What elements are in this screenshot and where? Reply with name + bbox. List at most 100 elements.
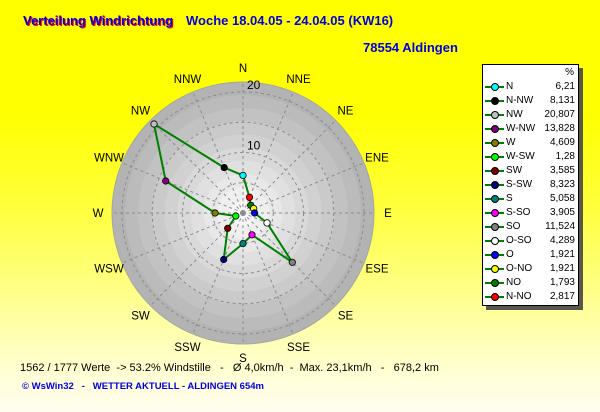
radial-tick-label: 10 — [247, 139, 261, 153]
legend-percent-value: 6,21 — [555, 81, 575, 92]
direction-label: NNW — [174, 74, 202, 86]
legend-percent-value: 4,609 — [549, 137, 575, 148]
legend-row: S-SO 3,905 — [485, 206, 576, 220]
direction-label: ESE — [365, 264, 388, 276]
grid-circle — [212, 182, 274, 244]
direction-label: SE — [338, 311, 354, 323]
direction-label: E — [384, 208, 392, 220]
data-point-marker — [239, 171, 247, 179]
data-point-marker — [232, 212, 240, 220]
legend-percent-value: 11,524 — [545, 221, 575, 232]
legend-percent-value: 3,905 — [549, 207, 575, 218]
legend-row: N-NO 2,817 — [485, 290, 576, 304]
legend-direction-label: O-SO — [506, 235, 532, 246]
legend-row: S 5,058 — [485, 192, 576, 206]
data-point-marker — [239, 240, 247, 248]
direction-label: NW — [131, 106, 150, 118]
legend-marker-icon — [485, 166, 506, 176]
legend-percent-value: 13,828 — [544, 123, 575, 134]
direction-label: WNW — [94, 153, 124, 165]
direction-label: W — [93, 208, 104, 220]
legend-percent-value: 2,817 — [549, 291, 575, 302]
legend-direction-label: S — [506, 193, 513, 204]
direction-label: N — [239, 63, 247, 75]
data-point-marker — [224, 224, 232, 232]
data-point-marker — [150, 120, 158, 128]
legend-direction-label: O-NO — [506, 263, 533, 274]
legend-percent-value: 5,058 — [549, 193, 575, 204]
legend-percent-value: 8,323 — [549, 179, 575, 190]
legend-direction-label: N-NW — [506, 95, 534, 106]
legend-marker-icon — [485, 124, 506, 134]
legend-marker-icon — [485, 264, 506, 274]
data-point-marker — [220, 164, 228, 172]
legend-marker-icon — [485, 194, 506, 204]
legend-direction-label: SW — [506, 165, 523, 176]
station-name: 78554 Aldingen — [363, 40, 458, 55]
legend-marker-icon — [485, 250, 506, 260]
legend-percent-value: 1,793 — [549, 277, 575, 288]
legend-row: N 6,21 — [485, 80, 576, 94]
direction-label: S — [239, 353, 247, 365]
legend-direction-label: S-SW — [506, 179, 533, 190]
direction-label: WSW — [94, 264, 124, 276]
legend-direction-label: O — [506, 249, 514, 260]
radial-tick-label: 20 — [247, 78, 261, 92]
legend-direction-label: N — [506, 81, 514, 92]
direction-label: ENE — [365, 153, 389, 165]
legend-direction-label: NW — [506, 109, 523, 120]
direction-label: NNE — [286, 74, 311, 86]
direction-label: SSW — [174, 342, 200, 354]
direction-label: SW — [131, 311, 150, 323]
data-point-marker — [288, 258, 296, 266]
legend-row: W-SW 1,28 — [485, 150, 576, 164]
legend-row: O-SO 4,289 — [485, 234, 576, 248]
legend-row: SW 3,585 — [485, 164, 576, 178]
legend-marker-icon — [485, 292, 506, 302]
legend-percent-value: 20,807 — [544, 109, 575, 120]
legend-percent-value: 3,585 — [549, 165, 575, 176]
legend-direction-label: W — [506, 137, 516, 148]
legend-direction-label: N-NO — [506, 291, 532, 302]
legend-box: % N 6,21 N-NW 8,131 NW 20,807 W-NW 13,828 W 4,609… — [482, 64, 579, 306]
legend-marker-icon — [485, 138, 506, 148]
copyright-line: © WsWin32 - WETTER AKTUELL - ALDINGEN 65… — [22, 381, 264, 392]
legend-row: NO 1,793 — [485, 276, 576, 290]
legend-marker-icon — [485, 222, 506, 232]
legend-row: W 4,609 — [485, 136, 576, 150]
direction-label: NE — [338, 106, 354, 118]
legend-marker-icon — [485, 236, 506, 246]
legend-marker-icon — [485, 110, 506, 120]
legend-row: N-NW 8,131 — [485, 94, 576, 108]
legend-row: W-NW 13,828 — [485, 122, 576, 136]
legend-percent-value: 8,131 — [549, 95, 575, 106]
legend-rows: N 6,21 N-NW 8,131 NW 20,807 W-NW 13,828 W 4,609 W-… — [485, 80, 576, 304]
legend-percent-value: 4,289 — [549, 235, 575, 246]
legend-direction-label: NO — [506, 277, 521, 288]
legend-row: O-NO 1,921 — [485, 262, 576, 276]
grid-circle — [121, 91, 365, 335]
data-point-marker — [248, 231, 256, 239]
legend-marker-icon — [485, 208, 506, 218]
direction-label: SSE — [287, 342, 310, 354]
grid-circle — [151, 121, 335, 305]
data-point-marker — [263, 219, 271, 227]
data-point-marker — [245, 193, 254, 201]
legend-marker-icon — [485, 152, 506, 162]
legend-direction-label: SO — [506, 221, 521, 232]
legend-percent-value: 1,28 — [555, 151, 575, 162]
legend-row: SO 11,524 — [485, 220, 576, 234]
legend-marker-icon — [485, 82, 506, 92]
legend-marker-icon — [485, 96, 506, 106]
data-point-marker — [211, 209, 219, 217]
data-point-marker — [251, 209, 259, 217]
legend-header-percent: % — [565, 67, 574, 78]
legend-marker-icon — [485, 180, 506, 190]
legend-direction-label: W-NW — [506, 123, 536, 134]
legend-percent-value: 1,921 — [549, 249, 575, 260]
legend-percent-value: 1,921 — [549, 263, 575, 274]
legend-direction-label: W-SW — [506, 151, 535, 162]
legend-row: S-SW 8,323 — [485, 178, 576, 192]
